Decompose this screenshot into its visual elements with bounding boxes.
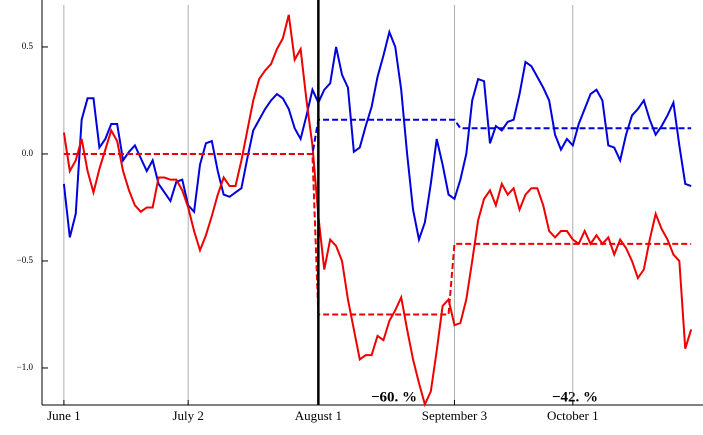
y-tick-label: 0.0: [22, 148, 34, 158]
y-tick-label: −0.5: [17, 255, 34, 265]
step-line: [63, 152, 692, 316]
line: [62, 14, 693, 408]
line: [62, 28, 692, 244]
x-tick-label: September 3: [422, 408, 487, 423]
x-tick-label: August 1: [295, 408, 342, 423]
x-tick-label: June 1: [47, 408, 81, 423]
y-tick-label: 0.5: [22, 41, 34, 51]
annotation: −60. %: [371, 389, 417, 405]
annotation: −42. %: [552, 389, 598, 405]
x-tick-label: October 1: [547, 408, 599, 423]
x-tick-label: July 2: [172, 408, 203, 423]
step-line: [63, 118, 692, 155]
y-tick-label: −1.0: [17, 362, 34, 372]
